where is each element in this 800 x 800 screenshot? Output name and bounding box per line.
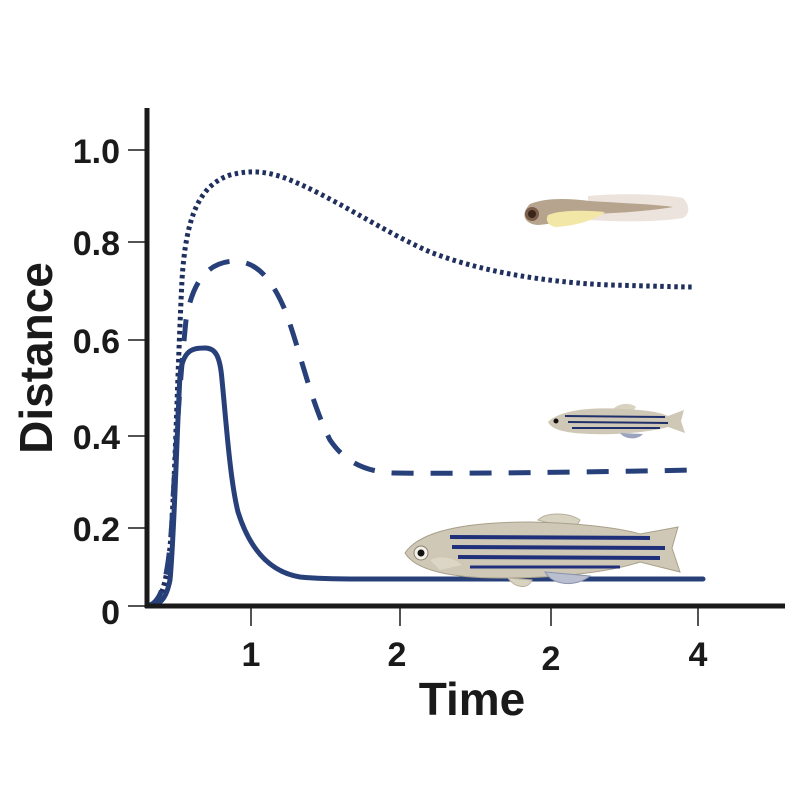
y-tick-label: 1.0 [73,133,120,171]
zebrafish-adult-icon [404,513,681,587]
y-ticks [128,149,147,607]
series-solid-adult [144,345,706,609]
x-tick-label: 2 [388,636,407,674]
y-tick-labels: 1.0 0.8 0.6 0.4 0.2 0 [73,133,120,632]
y-tick-label: 0.8 [73,225,120,263]
x-tick-labels: 1 2 2 4 [242,636,708,678]
y-tick-label: 0.4 [73,419,120,457]
y-axis-title: Distance [10,262,62,454]
x-tick-label: 2 [542,640,561,678]
zebrafish-juvenile-icon [548,403,685,439]
x-tick-label: 4 [689,636,708,674]
y-tick-label: 0.2 [73,511,120,549]
y-tick-label: 0 [101,594,120,632]
y-tick-label: 0.6 [73,323,120,361]
zebrafish-larva-icon [524,194,689,227]
x-axis-title: Time [419,673,526,725]
x-tick-label: 1 [242,636,261,674]
x-ticks [250,606,699,626]
axes-lines [144,108,785,609]
